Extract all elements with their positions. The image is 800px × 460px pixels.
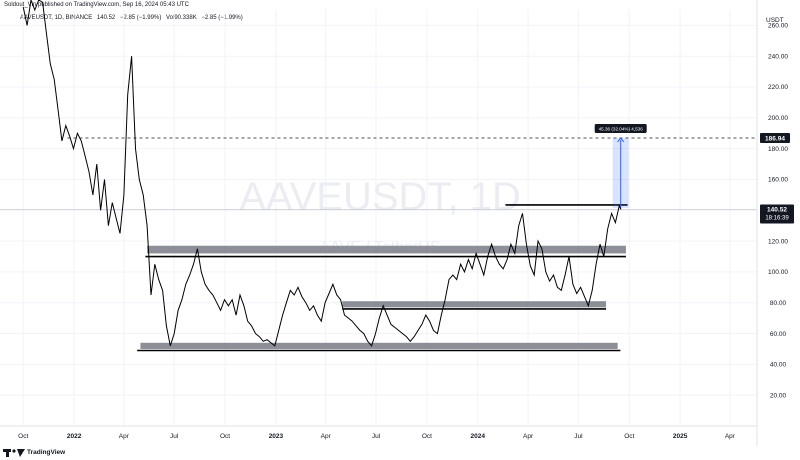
time-tick-label: 2023 <box>269 433 284 440</box>
price-tick-label: 180.00 <box>768 146 788 153</box>
target-price-label: 186.94 <box>760 132 790 143</box>
time-tick-label: Oct <box>422 433 432 440</box>
time-tick-label: Apr <box>523 433 534 440</box>
time-tick-label: Apr <box>119 433 130 440</box>
legend-close: 140.52 <box>96 15 116 21</box>
time-tick-label: 2022 <box>67 433 82 440</box>
price-series-line <box>22 0 622 347</box>
time-axis[interactable]: Oct 2022 Apr Jul Oct 2023 Apr Jul Oct 2024 Apr Jul O… <box>18 433 736 440</box>
footer-brand: TradingView <box>27 449 66 456</box>
price-tick-label: 160.00 <box>768 177 788 184</box>
price-chart[interactable]: AAVEUSDT, 1D AAVE / TetherUS 45.36 (32.0… <box>0 0 800 446</box>
last-price-label: 140.52 18:16:39 <box>760 204 794 224</box>
support-resistance-levels <box>0 137 757 352</box>
price-tick-label: 40.00 <box>770 362 787 369</box>
legend-volume-change: −2.85 (−1.99%) <box>201 15 243 21</box>
time-tick-label: Jul <box>170 433 179 440</box>
price-tick-label: 60.00 <box>770 331 787 338</box>
time-tick-label: Jul <box>372 433 381 440</box>
measure-arrow-head <box>617 137 625 143</box>
measure-label: 45.36 (32.04%) 4,536 <box>599 126 644 131</box>
footer-bar: TradingView <box>0 446 800 460</box>
support-zone-mid <box>342 301 607 308</box>
support-zone-bottom <box>140 342 618 349</box>
published-caption: Soldout_Vin published on TradingView.com… <box>4 2 189 8</box>
legend-change: −2.85 (−1.99%) <box>119 15 162 21</box>
price-tick-label: 220.00 <box>768 84 788 91</box>
watermark-title: AAVEUSDT, 1D <box>239 175 521 219</box>
time-tick-label: Apr <box>725 433 736 440</box>
time-tick-label: Jul <box>574 433 583 440</box>
time-tick-label: 2025 <box>673 433 688 440</box>
time-tick-label: Oct <box>220 433 230 440</box>
grid-lines <box>0 10 757 426</box>
price-tick-label: 80.00 <box>770 300 787 307</box>
time-tick-label: Oct <box>624 433 634 440</box>
price-tick-label: 100.00 <box>768 269 788 276</box>
bar-countdown: 18:16:39 <box>765 215 789 221</box>
price-range-measure[interactable]: 45.36 (32.04%) 4,536 <box>594 123 647 208</box>
price-tick-label: 200.00 <box>768 115 788 122</box>
symbol-name: AAVEUSDT, 1D, BINANCE <box>20 15 93 21</box>
time-tick-label: 2024 <box>471 433 486 440</box>
tradingview-logo-icon <box>3 449 25 457</box>
measure-label-bg <box>594 123 647 133</box>
target-price-value: 186.94 <box>765 135 785 142</box>
legend-volume: Vol90.338K <box>166 15 197 21</box>
price-tick-label: 240.00 <box>768 53 788 60</box>
last-price-value: 140.52 <box>767 206 787 213</box>
time-tick-label: Apr <box>321 433 332 440</box>
price-tick-label: 260.00 <box>768 23 788 30</box>
price-tick-label: 20.00 <box>770 392 787 399</box>
price-scale-currency: USDT <box>766 17 784 24</box>
resistance-zone-upper <box>147 245 626 254</box>
price-tick-label: 120.00 <box>768 238 788 245</box>
time-tick-label: Oct <box>18 433 28 440</box>
symbol-legend: AAVEUSDT, 1D, BINANCE 140.52 −2.85 (−1.9… <box>20 15 246 21</box>
